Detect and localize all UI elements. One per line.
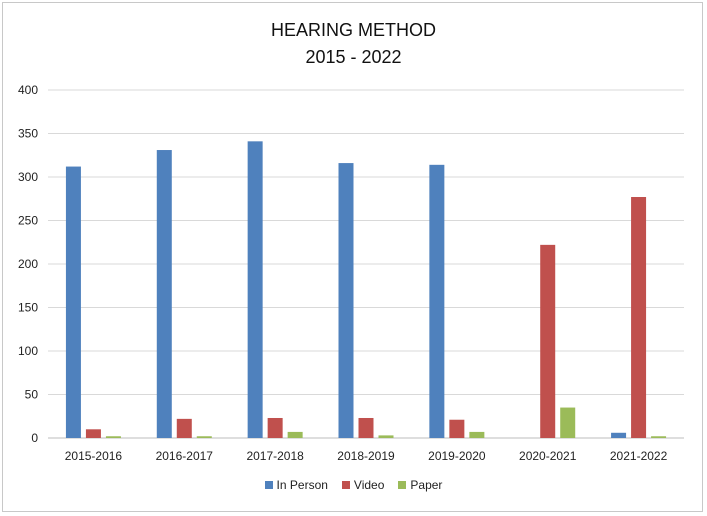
legend-label-video: Video (353, 478, 385, 492)
y-tick-label: 100 (18, 344, 38, 358)
legend-item-video: Video (341, 478, 385, 492)
bar-video (358, 417, 374, 438)
bar-in-person (611, 432, 627, 438)
bar-video (449, 419, 465, 438)
chart-subtitle: 2015 - 2022 (305, 47, 402, 67)
y-tick-label: 400 (18, 83, 38, 97)
y-tick-label: 300 (18, 170, 38, 184)
x-tick-label: 2015-2016 (65, 449, 123, 463)
bar-paper (287, 431, 303, 438)
x-tick-label: 2017-2018 (246, 449, 304, 463)
x-tick-label: 2021-2022 (610, 449, 668, 463)
bar-paper (105, 436, 121, 438)
bar-in-person (429, 164, 445, 438)
x-tick-label: 2019-2020 (428, 449, 486, 463)
legend-swatch-in-person (264, 481, 273, 489)
y-tick-label: 350 (18, 127, 38, 141)
bar-video (176, 418, 192, 438)
bar-paper (469, 431, 485, 438)
bar-video (540, 244, 556, 438)
bar-in-person (156, 150, 172, 438)
bar-paper (196, 436, 212, 438)
bar-in-person (338, 163, 354, 438)
bar-in-person (247, 141, 263, 438)
bar-paper (560, 407, 576, 438)
y-tick-label: 150 (18, 301, 38, 315)
y-tick-label: 50 (25, 388, 39, 402)
legend-swatch-paper (398, 481, 407, 489)
y-tick-label: 250 (18, 214, 38, 228)
bar-video (631, 197, 647, 438)
x-tick-label: 2020-2021 (519, 449, 577, 463)
legend-item-in-person: In Person (264, 478, 328, 492)
legend-label-in-person: In Person (276, 478, 328, 492)
legend-item-paper: Paper (398, 478, 442, 492)
bar-in-person (65, 166, 81, 438)
bar-video (267, 417, 283, 438)
legend-swatch-video (341, 481, 350, 489)
bar-paper (378, 435, 394, 438)
y-tick-label: 0 (31, 431, 38, 445)
legend-label-paper: Paper (410, 478, 443, 492)
y-tick-label: 200 (18, 257, 38, 271)
chart-title: HEARING METHOD (270, 20, 436, 40)
x-tick-label: 2016-2017 (156, 449, 214, 463)
x-tick-label: 2018-2019 (337, 449, 395, 463)
legend: In Person Video Paper (0, 478, 707, 492)
bar-paper (651, 436, 667, 438)
bar-video (85, 429, 101, 438)
